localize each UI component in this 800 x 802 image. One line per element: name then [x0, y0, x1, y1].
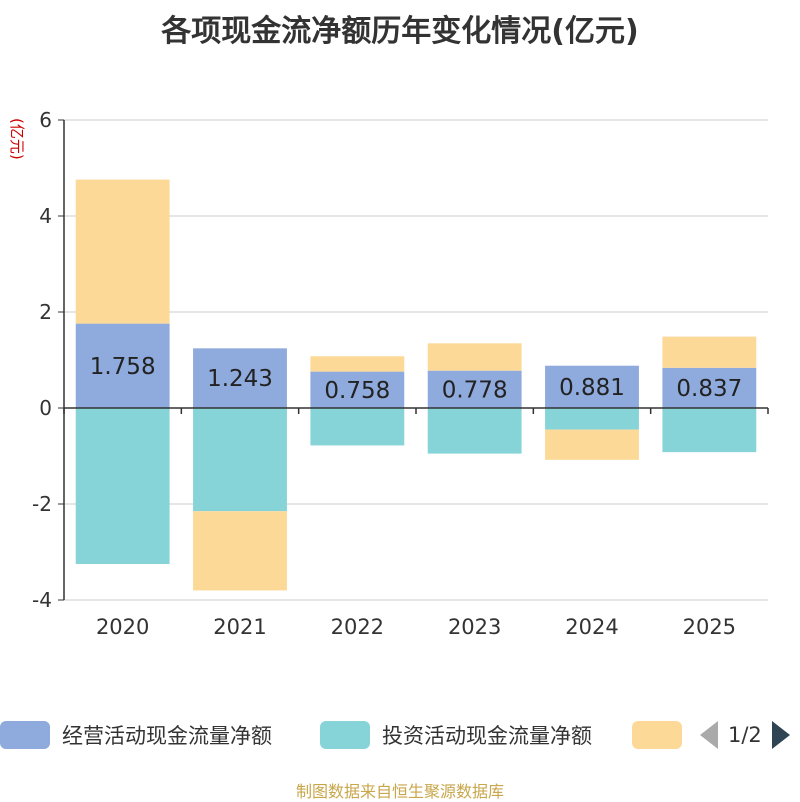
x-tick-label: 2023 — [448, 615, 501, 639]
bar-value-label: 1.758 — [90, 354, 156, 380]
legend-prev-page-icon[interactable] — [700, 721, 718, 749]
bar-value-label: 0.837 — [676, 376, 742, 402]
bar-investing — [662, 408, 757, 453]
bar-financing — [545, 429, 639, 460]
bar-value-label: 0.758 — [324, 378, 390, 404]
legend-swatch-operating — [0, 721, 50, 749]
bar-operating — [662, 367, 757, 408]
bar-value-label: 1.243 — [207, 366, 273, 392]
legend-label-investing: 投资活动现金流量净额 — [382, 724, 592, 748]
legend: 经营活动现金流量净额 投资活动现金流量净额 1/2 — [0, 716, 800, 756]
legend-pager: 1/2 — [700, 720, 790, 750]
bar-operating — [310, 371, 405, 408]
chart-plot: -4 -2 0 2 4 6 2020 2021 2022 2023 2024 2025 1.758 1.… — [8, 108, 769, 639]
y-tick-label: 6 — [39, 108, 52, 132]
bar-financing — [75, 179, 170, 324]
legend-item-financing[interactable] — [632, 720, 682, 750]
y-tick-label: -4 — [32, 588, 52, 612]
x-tick-label: 2025 — [683, 615, 736, 639]
bar-operating — [427, 370, 522, 408]
y-tick-label: 2 — [39, 300, 52, 324]
bar-investing — [75, 408, 170, 564]
x-tick-label: 2022 — [331, 615, 384, 639]
y-tick-label: -2 — [32, 492, 52, 516]
bar-investing — [310, 408, 405, 446]
legend-item-investing[interactable]: 投资活动现金流量净额 — [320, 720, 592, 750]
y-tick-label: 0 — [39, 396, 52, 420]
bar-investing — [545, 408, 639, 430]
bar-financing — [310, 356, 405, 372]
bar-value-label: 0.778 — [442, 377, 508, 403]
x-tick-label: 2020 — [96, 615, 149, 639]
chart-title: 各项现金流净额历年变化情况(亿元) — [161, 14, 639, 49]
bar-operating — [193, 348, 287, 408]
legend-item-operating[interactable]: 经营活动现金流量净额 — [0, 720, 272, 750]
data-source-note: 制图数据来自恒生聚源数据库 — [295, 782, 504, 801]
legend-swatch-investing — [320, 721, 370, 749]
bar-value-label: 0.881 — [559, 375, 625, 401]
legend-label-operating: 经营活动现金流量净额 — [62, 724, 272, 748]
legend-page-indicator: 1/2 — [728, 723, 762, 747]
y-tick-label: 4 — [39, 204, 52, 228]
legend-swatch-financing — [632, 721, 682, 749]
bar-operating — [545, 365, 639, 408]
bar-operating — [75, 323, 170, 408]
x-tick-label: 2021 — [213, 615, 266, 639]
bar-investing — [193, 408, 287, 512]
y-axis-unit-label: (亿元) — [8, 118, 26, 160]
bar-financing — [427, 343, 522, 371]
x-tick-label: 2024 — [565, 615, 618, 639]
legend-next-page-icon[interactable] — [771, 721, 790, 749]
bar-investing — [427, 408, 522, 454]
bar-financing — [193, 511, 287, 591]
bar-financing — [662, 336, 757, 368]
